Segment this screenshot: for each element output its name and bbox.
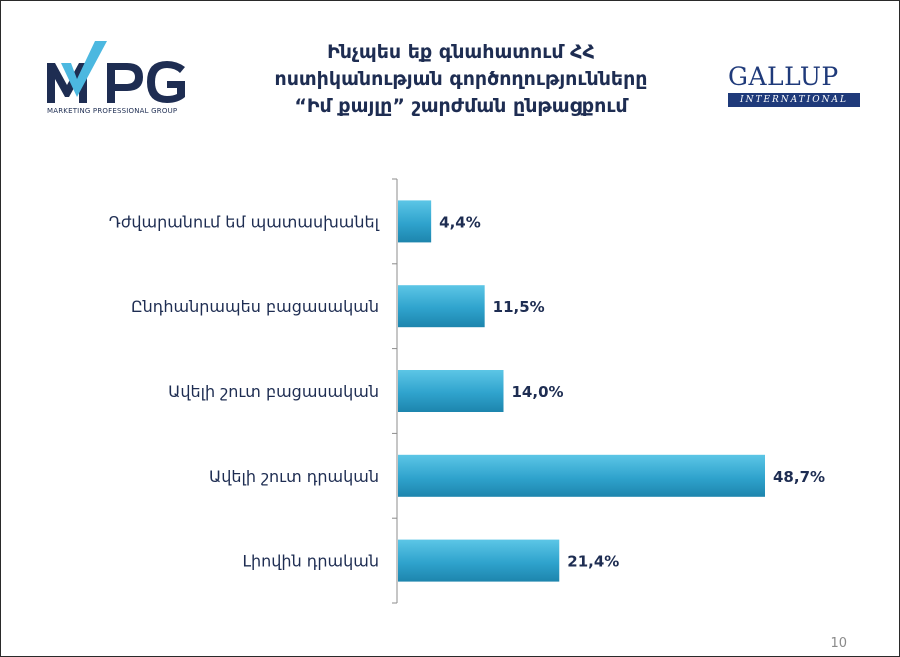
data-label: 11,5% (493, 298, 545, 316)
bar (398, 200, 432, 243)
page-number: 10 (830, 636, 847, 651)
bar (398, 454, 765, 497)
category-label: Լիովին դրական (242, 552, 379, 571)
data-label: 4,4% (439, 213, 481, 231)
bar (398, 539, 560, 582)
title-line-1: Ինչպես եք գնահատում ՀՀ (327, 41, 595, 63)
category-label: Ավելի շուտ դրական (209, 467, 379, 486)
mpg-logo: MARKETING PROFESSIONAL GROUP (45, 39, 190, 121)
title-line-3: “Իմ քայլը” շարժման ընթացքում (294, 95, 628, 117)
mpg-logo-subtitle: MARKETING PROFESSIONAL GROUP (47, 107, 178, 115)
data-label: 21,4% (567, 553, 619, 571)
gallup-logo-subtitle: INTERNATIONAL (728, 93, 860, 107)
category-label: Ընդհանրապես բացասական (131, 297, 379, 316)
slide-title: Ինչպես եք գնահատում ՀՀ ոստիկանության գոր… (201, 39, 721, 120)
mpg-logo-mark (47, 41, 185, 103)
category-label: Ավելի շուտ բացասական (168, 382, 379, 401)
gallup-logo: GALLUP INTERNATIONAL (728, 63, 860, 111)
data-label: 14,0% (512, 383, 564, 401)
title-line-2: ոստիկանության գործողությունները (274, 68, 648, 90)
category-label: Դժվարանում եմ պատասխանել (109, 212, 380, 231)
bar (398, 370, 504, 412)
bar (398, 285, 485, 328)
gallup-logo-text: GALLUP (728, 62, 839, 91)
data-label: 48,7% (773, 468, 825, 486)
